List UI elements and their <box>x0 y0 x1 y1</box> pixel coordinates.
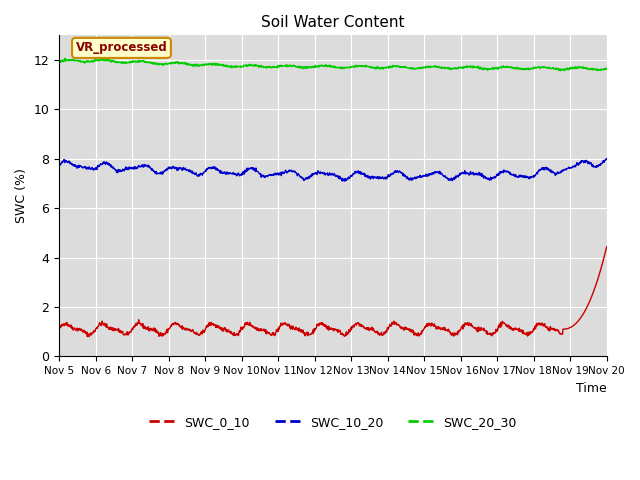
Legend: SWC_0_10, SWC_10_20, SWC_20_30: SWC_0_10, SWC_10_20, SWC_20_30 <box>144 411 522 434</box>
Title: Soil Water Content: Soil Water Content <box>261 15 404 30</box>
Y-axis label: SWC (%): SWC (%) <box>15 168 28 223</box>
Text: VR_processed: VR_processed <box>76 41 167 54</box>
X-axis label: Time: Time <box>576 382 607 395</box>
